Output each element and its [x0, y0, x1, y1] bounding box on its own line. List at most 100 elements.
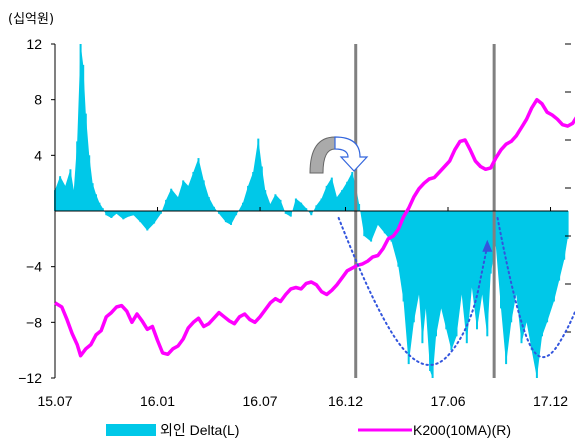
dotted-arrowhead [482, 239, 493, 252]
delta-bar [177, 197, 179, 211]
delta-bar [79, 44, 82, 211]
y-tick-label: −8 [26, 314, 42, 330]
dotted-curve [337, 216, 489, 366]
dotted-curve [496, 216, 575, 359]
delta-bar [418, 211, 420, 295]
delta-bar [376, 211, 379, 225]
delta-bar [274, 194, 277, 211]
x-tick-label: 16.07 [243, 393, 278, 409]
delta-bar [500, 211, 502, 309]
delta-bar [187, 185, 190, 211]
y-tick-label: 12 [26, 36, 42, 52]
k200-line [54, 97, 575, 358]
delta-bar [91, 183, 94, 211]
delta-bar [515, 211, 518, 295]
delta-bar [224, 211, 227, 223]
y-tick-label: 8 [34, 92, 42, 108]
delta-bar [72, 190, 75, 211]
delta-bar [235, 211, 238, 216]
delta-bar [440, 211, 443, 309]
delta-bar [182, 180, 185, 211]
delta-bar [341, 190, 344, 211]
delta-bar [390, 211, 393, 242]
delta-bar [197, 158, 200, 211]
delta-bar [122, 211, 125, 220]
x-tick-label: 16.12 [328, 393, 363, 409]
delta-bar [82, 64, 85, 212]
delta-bar [424, 211, 427, 309]
delta-bar [330, 177, 333, 211]
delta-bar [363, 211, 366, 237]
legend-label-delta: 외인 Delta(L) [160, 422, 239, 438]
x-tick-label: 16.01 [140, 393, 175, 409]
rotation-arrow-body [309, 136, 336, 174]
delta-bar [397, 211, 400, 267]
delta-bar [212, 206, 215, 211]
delta-bar [494, 211, 497, 246]
delta-bar [563, 211, 566, 260]
delta-bar [465, 211, 468, 344]
delta-bar [525, 211, 528, 323]
delta-bar [429, 211, 432, 371]
delta-bar [520, 211, 523, 344]
legend-label-k200: K200(10MA)(R) [413, 422, 511, 438]
x-tick-label: 17.06 [430, 393, 465, 409]
delta-bar [105, 211, 108, 216]
delta-bar [269, 204, 272, 211]
delta-bar [558, 211, 561, 281]
delta-bar [294, 198, 297, 211]
delta-bar [370, 211, 373, 242]
y-tick-label: −12 [18, 370, 42, 386]
delta-bar [260, 166, 263, 211]
delta-bar [407, 211, 410, 365]
delta-bar [170, 188, 173, 211]
delta-bar [305, 208, 308, 211]
delta-bar [257, 138, 260, 211]
delta-bar [153, 211, 156, 224]
dotted-curves [337, 216, 575, 366]
delta-bar [264, 190, 267, 211]
delta-bar [541, 211, 543, 337]
delta-bar [76, 141, 79, 211]
delta-bar [566, 211, 569, 239]
delta-bar [207, 197, 210, 211]
y-tick-label: −4 [26, 259, 42, 275]
legend: 외인 Delta(L) K200(10MA)(R) [106, 422, 511, 438]
delta-bar [165, 199, 168, 211]
delta-bar [218, 211, 220, 214]
delta-bar [552, 211, 555, 302]
y-axis-unit-label: (십억원) [8, 12, 55, 27]
delta-bar [159, 211, 162, 214]
delta-bar [230, 211, 232, 225]
rotation-arrow-head [334, 136, 369, 172]
delta-bar [64, 185, 67, 211]
delta-bar [202, 180, 205, 211]
x-tick-label: 15.07 [37, 393, 72, 409]
delta-bar [115, 211, 118, 214]
delta-bar [69, 169, 72, 212]
delta-bar [510, 211, 513, 323]
delta-bar [59, 176, 62, 211]
delta-bar [110, 211, 113, 218]
delta-bar [402, 211, 405, 302]
delta-bar [335, 197, 338, 211]
delta-bar [98, 202, 101, 211]
delta-bar [300, 202, 303, 211]
delta-bar [315, 205, 318, 211]
axes: 12 8 4 −4 −8 −12 15.07 16.01 16.07 16.12 17.06 17.1… [18, 36, 571, 409]
delta-bar [310, 211, 313, 216]
delta-bar [435, 211, 437, 337]
delta-bar [139, 211, 142, 223]
delta-bar [146, 211, 149, 231]
delta-bar [346, 181, 349, 211]
delta-bar [505, 211, 508, 365]
delta-bar [247, 185, 250, 211]
delta-bar [127, 211, 130, 217]
delta-bar [486, 211, 489, 337]
delta-bar [84, 113, 87, 211]
delta-bar [470, 211, 473, 288]
delta-bar [546, 211, 549, 323]
rotation-arrow-icon [309, 136, 369, 174]
delta-bar [476, 211, 478, 330]
